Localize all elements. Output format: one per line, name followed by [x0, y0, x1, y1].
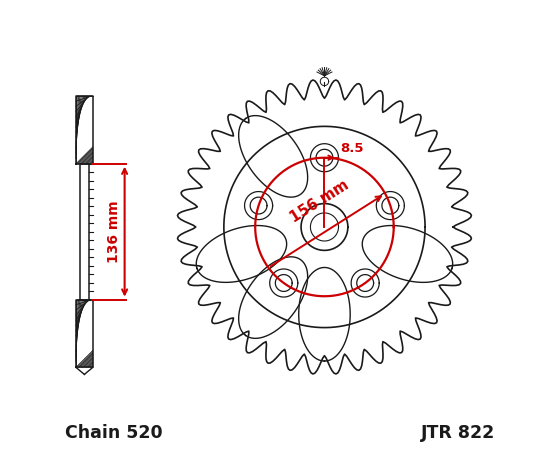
Text: 156 mm: 156 mm — [288, 178, 352, 226]
Text: 136 mm: 136 mm — [108, 200, 122, 263]
Text: JTR 822: JTR 822 — [421, 424, 495, 442]
Text: 8.5: 8.5 — [340, 142, 363, 155]
Text: Chain 520: Chain 520 — [65, 424, 162, 442]
